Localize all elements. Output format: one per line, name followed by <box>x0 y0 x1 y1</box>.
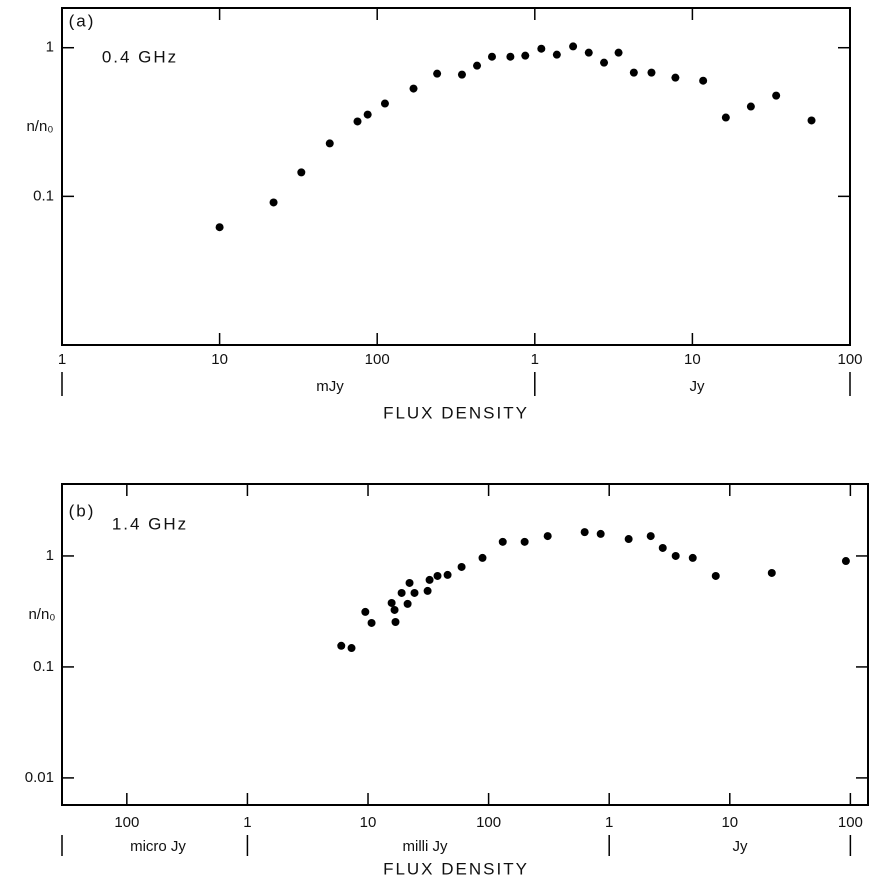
data-point <box>433 571 442 580</box>
data-point <box>367 618 376 627</box>
data-point <box>688 553 697 562</box>
plot-frame <box>61 483 869 806</box>
data-point <box>487 52 496 61</box>
x-tick-label: 10 <box>211 351 228 368</box>
data-point <box>746 102 755 111</box>
data-point <box>614 48 623 57</box>
y-tick-label: 0.1 <box>33 187 54 204</box>
data-point <box>807 116 816 125</box>
data-point <box>521 51 530 60</box>
unit-label: Jy <box>733 838 749 855</box>
data-point <box>658 543 667 552</box>
unit-label: micro Jy <box>130 838 186 855</box>
data-point <box>423 586 432 595</box>
data-point <box>647 68 656 77</box>
x-tick-label: 1 <box>58 351 66 368</box>
data-point <box>347 644 356 653</box>
data-point <box>473 61 482 70</box>
data-point <box>397 588 406 597</box>
x-tick-label: 100 <box>838 814 863 831</box>
annotation: 1.4 GHz <box>112 514 188 533</box>
x-tick-label: 10 <box>360 814 377 831</box>
x-tick-label: 10 <box>684 351 701 368</box>
x-axis-label: FLUX DENSITY <box>383 859 529 878</box>
data-point <box>325 139 334 148</box>
data-point <box>410 588 419 597</box>
data-point <box>584 48 593 57</box>
data-point <box>772 91 781 100</box>
x-tick-label: 1 <box>243 814 251 831</box>
data-point <box>403 599 412 608</box>
data-point <box>721 113 730 122</box>
annotation: 0.4 GHz <box>102 47 178 66</box>
y-axis-label: n/n₀ <box>28 606 55 623</box>
data-point <box>391 618 400 627</box>
y-tick-label: 1 <box>46 39 54 56</box>
data-point <box>569 42 578 51</box>
data-point <box>506 52 515 61</box>
panel-label: (b) <box>69 501 96 520</box>
data-point <box>543 532 552 541</box>
x-tick-label: 1 <box>531 351 539 368</box>
plot-frame <box>61 7 851 346</box>
y-tick-label: 0.01 <box>25 769 54 786</box>
data-point <box>361 607 370 616</box>
data-point <box>711 571 720 580</box>
x-tick-label: 1 <box>605 814 613 831</box>
data-point <box>353 117 362 126</box>
data-point <box>498 537 507 546</box>
data-point <box>699 76 708 85</box>
data-point <box>457 562 466 571</box>
x-tick-label: 10 <box>721 814 738 831</box>
data-point <box>596 529 605 538</box>
data-point <box>425 575 434 584</box>
data-point <box>767 568 776 577</box>
data-point <box>671 73 680 82</box>
data-point <box>363 110 372 119</box>
data-point <box>405 578 414 587</box>
unit-label: mJy <box>316 378 344 395</box>
x-tick-label: 100 <box>476 814 501 831</box>
unit-label: Jy <box>690 378 706 395</box>
data-point <box>457 70 466 79</box>
data-point <box>552 50 561 59</box>
data-point <box>600 58 609 67</box>
y-tick-label: 0.1 <box>33 658 54 675</box>
y-axis-label: n/n₀ <box>26 118 53 135</box>
panel-label: (a) <box>69 11 96 30</box>
data-point <box>409 84 418 93</box>
x-tick-label: 100 <box>365 351 390 368</box>
x-tick-label: 100 <box>114 814 139 831</box>
data-point <box>380 99 389 108</box>
data-point <box>580 528 589 537</box>
x-axis-label: FLUX DENSITY <box>383 403 529 422</box>
data-point <box>337 641 346 650</box>
data-point <box>478 553 487 562</box>
data-point <box>433 69 442 78</box>
data-point <box>671 551 680 560</box>
data-point <box>390 605 399 614</box>
data-point <box>215 223 224 232</box>
data-point <box>624 535 633 544</box>
data-point <box>443 570 452 579</box>
data-point <box>537 44 546 53</box>
data-point <box>387 598 396 607</box>
data-point <box>520 537 529 546</box>
data-point <box>841 557 850 566</box>
unit-label: milli Jy <box>403 838 448 855</box>
data-point <box>646 532 655 541</box>
x-tick-label: 100 <box>837 351 862 368</box>
data-point <box>297 168 306 177</box>
data-point <box>269 198 278 207</box>
data-point <box>629 68 638 77</box>
y-tick-label: 1 <box>46 547 54 564</box>
